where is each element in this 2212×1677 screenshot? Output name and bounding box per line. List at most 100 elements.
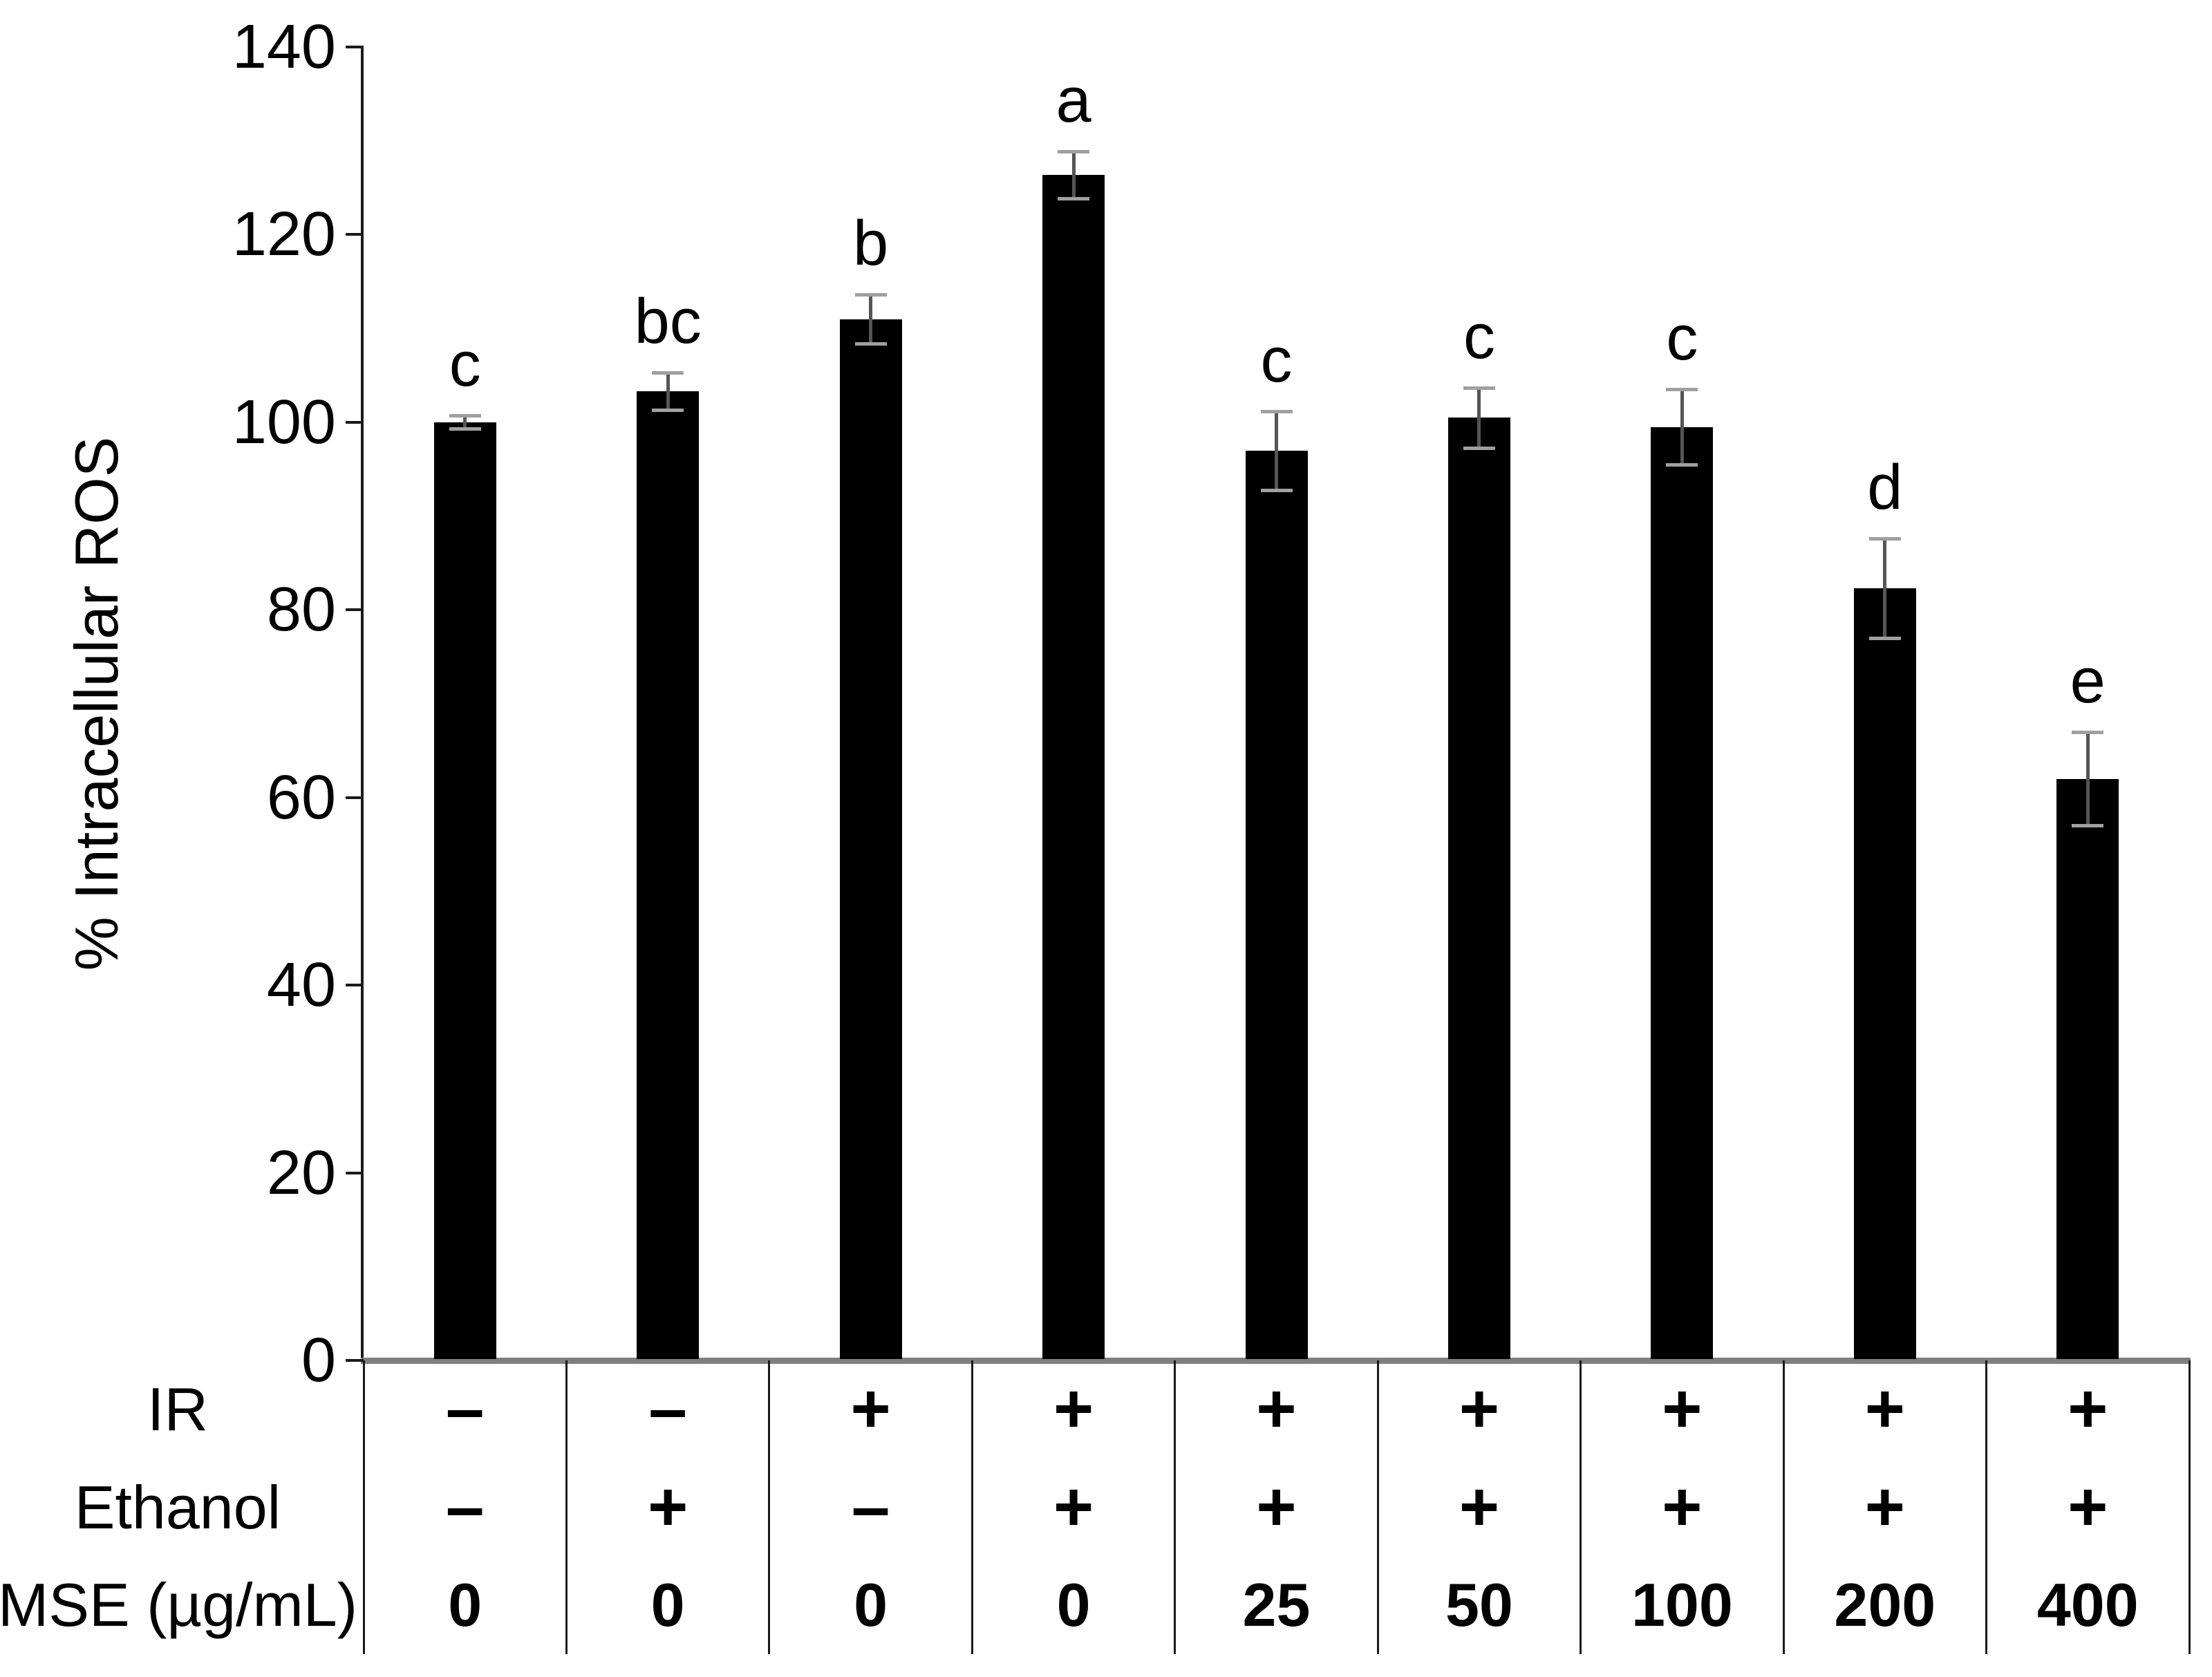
- y-axis-tick-label: 20: [266, 1138, 336, 1208]
- table-cell-mse: 0: [854, 1571, 888, 1640]
- y-axis-tick: [346, 984, 364, 987]
- y-axis-tick-label: 100: [232, 387, 336, 457]
- error-bar-cap-bottom: [1666, 462, 1698, 467]
- table-row-label: IR: [147, 1374, 208, 1443]
- y-axis-tick-label: 120: [232, 200, 336, 270]
- error-bar-cap-bottom: [1868, 637, 1901, 640]
- error-bar: [1071, 151, 1076, 198]
- table-divider: [1985, 1360, 1988, 1655]
- error-bar: [1883, 538, 1887, 638]
- significance-letter: bc: [634, 285, 702, 357]
- error-bar: [666, 372, 670, 411]
- bar: [1651, 427, 1714, 1359]
- table-cell-ethanol: +: [1256, 1468, 1297, 1546]
- error-bar-cap-top: [1058, 149, 1090, 153]
- y-axis-tick: [346, 1171, 364, 1174]
- y-axis-tick: [346, 1359, 364, 1362]
- table-cell-ethanol: +: [647, 1468, 688, 1546]
- table-cell-ir: –: [445, 1370, 485, 1448]
- significance-letter: a: [1056, 64, 1091, 135]
- error-bar: [1477, 387, 1481, 448]
- significance-letter: e: [2070, 645, 2106, 716]
- bar: [1245, 450, 1308, 1359]
- bar: [637, 391, 700, 1359]
- y-axis-tick: [346, 796, 364, 799]
- error-bar-cap-bottom: [449, 427, 481, 431]
- error-bar: [2086, 731, 2090, 826]
- y-axis-title: % Intracellular ROS: [62, 436, 131, 971]
- table-row-label: MSE (µg/mL): [0, 1571, 358, 1640]
- error-bar-cap-top: [1868, 537, 1901, 541]
- error-bar: [869, 294, 873, 344]
- table-cell-ethanol: –: [445, 1468, 485, 1546]
- y-axis-tick: [346, 608, 364, 612]
- error-bar-cap-bottom: [2072, 824, 2104, 828]
- table-row-label: Ethanol: [74, 1472, 281, 1542]
- table-cell-ir: +: [1662, 1370, 1703, 1448]
- table-cell-ir: +: [1459, 1370, 1500, 1448]
- error-bar-cap-top: [2072, 730, 2104, 734]
- significance-letter: c: [1463, 301, 1495, 372]
- table-cell-ethanol: +: [1662, 1468, 1703, 1546]
- error-bar-cap-top: [1463, 386, 1495, 390]
- y-axis-tick-label: 0: [301, 1326, 336, 1395]
- y-axis-tick-label: 80: [266, 575, 336, 645]
- table-cell-ir: +: [1256, 1370, 1297, 1448]
- table-divider: [1174, 1360, 1177, 1655]
- error-bar-cap-top: [652, 371, 684, 375]
- table-cell-mse: 100: [1631, 1571, 1733, 1640]
- table-cell-ir: +: [2068, 1370, 2108, 1448]
- table-cell-ethanol: +: [2068, 1468, 2108, 1546]
- table-divider: [1782, 1360, 1785, 1655]
- y-axis-tick: [346, 420, 364, 424]
- table-cell-mse: 0: [650, 1571, 685, 1640]
- bar: [433, 422, 496, 1359]
- table-cell-ethanol: +: [1864, 1468, 1906, 1546]
- y-axis-tick-label: 40: [266, 950, 336, 1020]
- error-bar-cap-bottom: [854, 341, 887, 346]
- error-bar-cap-top: [1260, 409, 1293, 413]
- x-axis-line: [361, 1358, 2191, 1364]
- significance-letter: b: [853, 208, 889, 279]
- table-cell-ir: +: [850, 1370, 891, 1448]
- table-cell-ethanol: –: [851, 1468, 890, 1546]
- table-divider: [2188, 1360, 2191, 1655]
- significance-letter: c: [1666, 303, 1698, 374]
- error-bar-cap-bottom: [652, 409, 684, 413]
- bar: [2056, 778, 2119, 1359]
- table-divider: [362, 1360, 365, 1655]
- error-bar-cap-top: [449, 414, 481, 418]
- y-axis-tick: [346, 233, 364, 236]
- error-bar-cap-bottom: [1058, 196, 1090, 200]
- table-divider: [971, 1360, 973, 1655]
- bar: [1042, 174, 1105, 1359]
- y-axis-tick-label: 140: [232, 12, 336, 82]
- table-cell-ir: +: [1864, 1370, 1906, 1448]
- y-axis-line: [361, 46, 364, 1362]
- table-divider: [1580, 1360, 1582, 1655]
- table-cell-mse: 0: [1056, 1571, 1091, 1640]
- bar: [839, 319, 902, 1359]
- bar: [1853, 588, 1916, 1359]
- error-bar-cap-bottom: [1463, 446, 1495, 450]
- significance-letter: d: [1867, 452, 1903, 523]
- table-divider: [768, 1360, 771, 1655]
- significance-letter: c: [449, 329, 481, 400]
- error-bar: [1275, 411, 1278, 490]
- table-cell-ethanol: +: [1459, 1468, 1500, 1546]
- error-bar: [463, 415, 467, 429]
- table-cell-mse: 200: [1834, 1571, 1936, 1640]
- table-divider: [565, 1360, 568, 1655]
- table-cell-mse: 25: [1242, 1571, 1311, 1640]
- table-cell-mse: 50: [1445, 1571, 1513, 1640]
- y-axis-tick-label: 60: [266, 762, 336, 832]
- error-bar: [1680, 389, 1684, 465]
- table-cell-ir: –: [648, 1370, 687, 1448]
- error-bar-cap-top: [1666, 388, 1698, 392]
- table-divider: [1376, 1360, 1379, 1655]
- table-cell-ir: +: [1053, 1370, 1094, 1448]
- table-cell-mse: 0: [448, 1571, 482, 1640]
- error-bar-cap-top: [854, 293, 887, 297]
- error-bar-cap-bottom: [1260, 488, 1293, 492]
